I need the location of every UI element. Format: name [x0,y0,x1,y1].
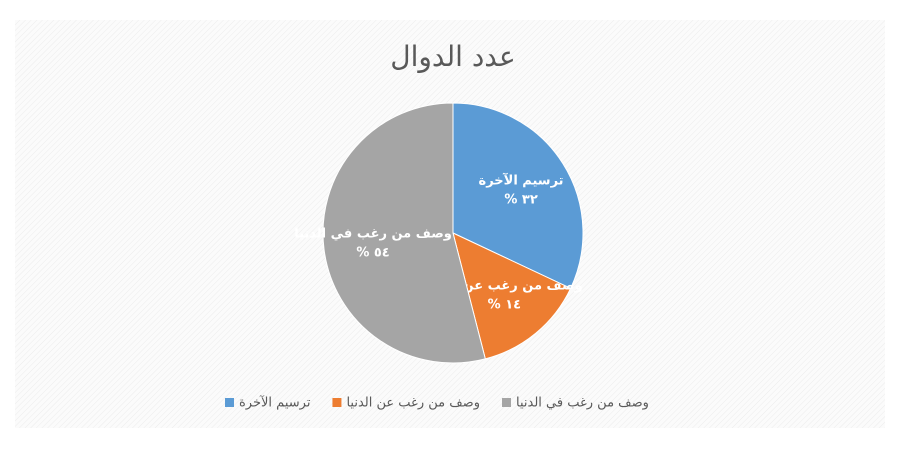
data-label-value: ٣٢ % [504,192,537,207]
chart-title: عدد الدوال [390,40,515,73]
legend-label: وصف من رغب عن الدنيا [346,396,480,411]
legend: ترسيم الآخرة وصف من رغب عن الدنيا وصف من ر… [225,395,649,411]
data-label-category: وصف من رغب في الدنيا [294,227,452,242]
legend-swatch [225,398,234,407]
data-label-value: ٥٤ % [356,246,389,261]
legend-label: وصف من رغب في الدنيا [516,396,649,411]
pie-slice [452,232,572,360]
pie-slice [322,102,486,364]
legend-swatch [332,398,342,407]
legend-swatch [502,398,511,407]
data-label-category: ترسيم الآخرة [479,172,564,188]
data-label-value: ١٤ % [488,298,521,313]
legend-label: ترسيم الآخرة [239,395,311,411]
pie-slice [452,102,584,290]
